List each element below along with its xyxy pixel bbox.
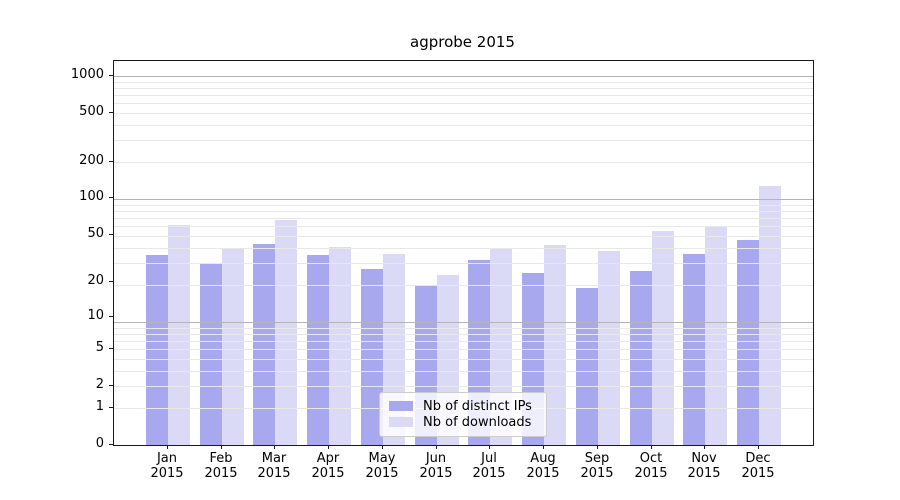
- x-tick-label-mar: Mar 2015: [242, 451, 306, 481]
- x-tick-mark: [543, 445, 544, 449]
- y-tick-mark: [109, 385, 113, 386]
- legend-label-downloads: Nb of downloads: [423, 414, 532, 430]
- bar-ips-dec: [737, 240, 759, 445]
- x-tick-year: 2015: [472, 466, 506, 481]
- bar-downloads-sep: [598, 251, 620, 445]
- y-tick-label-2: 2: [95, 377, 104, 392]
- y-tick-mark: [109, 348, 113, 349]
- x-tick-year: 2015: [365, 466, 399, 481]
- y-tick-label-0: 0: [95, 436, 104, 451]
- x-tick-year: 2015: [687, 466, 721, 481]
- plot-area: [113, 60, 814, 446]
- bar-ips-jan: [146, 255, 168, 445]
- x-tick-year: 2015: [150, 466, 184, 481]
- x-tick-mark: [436, 445, 437, 449]
- x-tick-month: Dec: [745, 451, 771, 466]
- y-tick-label-1000: 1000: [70, 67, 104, 82]
- x-tick-mark: [758, 445, 759, 449]
- x-tick-month: Aug: [530, 451, 556, 466]
- y-tick-mark: [109, 234, 113, 235]
- y-tick-mark: [109, 161, 113, 162]
- x-tick-year: 2015: [419, 466, 453, 481]
- x-tick-label-jul: Jul 2015: [457, 451, 521, 481]
- x-tick-label-dec: Dec 2015: [726, 451, 790, 481]
- x-tick-label-sep: Sep 2015: [565, 451, 629, 481]
- x-tick-year: 2015: [526, 466, 560, 481]
- bar-downloads-nov: [705, 226, 727, 445]
- x-tick-mark: [597, 445, 598, 449]
- x-tick-label-feb: Feb 2015: [189, 451, 253, 481]
- x-tick-mark: [651, 445, 652, 449]
- y-tick-mark: [109, 444, 113, 445]
- x-tick-label-may: May 2015: [350, 451, 414, 481]
- x-tick-year: 2015: [204, 466, 238, 481]
- bar-ips-oct: [630, 271, 652, 445]
- x-tick-month: Mar: [261, 451, 287, 466]
- legend-swatch-distinct-ips: [389, 401, 413, 411]
- x-tick-year: 2015: [580, 466, 614, 481]
- x-tick-year: 2015: [311, 466, 345, 481]
- bar-downloads-mar: [275, 220, 297, 445]
- x-tick-month: Jan: [156, 451, 178, 466]
- bar-ips-apr: [307, 255, 329, 445]
- x-tick-month: Feb: [209, 451, 233, 466]
- y-tick-mark: [109, 316, 113, 317]
- x-tick-year: 2015: [741, 466, 775, 481]
- bar-ips-feb: [200, 263, 222, 445]
- bar-ips-sep: [576, 288, 598, 445]
- bar-ips-mar: [253, 244, 275, 445]
- x-tick-year: 2015: [257, 466, 291, 481]
- y-tick-mark: [109, 197, 113, 198]
- x-tick-mark: [167, 445, 168, 449]
- bar-ips-may: [361, 269, 383, 445]
- x-tick-label-apr: Apr 2015: [296, 451, 360, 481]
- bar-downloads-dec: [759, 186, 781, 445]
- x-tick-month: May: [368, 451, 396, 466]
- legend-entry-downloads: Nb of downloads: [389, 414, 538, 430]
- x-tick-mark: [328, 445, 329, 449]
- x-tick-month: Nov: [691, 451, 717, 466]
- x-tick-month: Jun: [425, 451, 447, 466]
- x-tick-year: 2015: [634, 466, 668, 481]
- legend: Nb of distinct IPs Nb of downloads: [379, 392, 547, 437]
- y-tick-label-5: 5: [95, 340, 104, 355]
- chart-title: agprobe 2015: [410, 33, 515, 51]
- legend-label-distinct-ips: Nb of distinct IPs: [423, 398, 532, 414]
- bar-ips-nov: [683, 254, 705, 445]
- y-tick-label-50: 50: [87, 226, 104, 241]
- legend-swatch-downloads: [389, 417, 413, 427]
- x-tick-label-oct: Oct 2015: [619, 451, 683, 481]
- legend-entry-distinct-ips: Nb of distinct IPs: [389, 398, 538, 414]
- y-tick-label-20: 20: [87, 273, 104, 288]
- y-tick-mark: [109, 112, 113, 113]
- bar-downloads-oct: [652, 231, 674, 445]
- y-tick-mark: [109, 407, 113, 408]
- x-tick-month: Jul: [481, 451, 497, 466]
- bar-downloads-aug: [544, 245, 566, 445]
- x-tick-label-jan: Jan 2015: [135, 451, 199, 481]
- x-tick-label-jun: Jun 2015: [404, 451, 468, 481]
- y-tick-label-200: 200: [79, 153, 104, 168]
- bars-layer: [114, 61, 813, 445]
- y-tick-label-500: 500: [79, 104, 104, 119]
- y-tick-mark: [109, 75, 113, 76]
- x-tick-month: Apr: [316, 451, 340, 466]
- x-tick-mark: [382, 445, 383, 449]
- x-tick-mark: [704, 445, 705, 449]
- y-tick-label-10: 10: [87, 308, 104, 323]
- x-tick-mark: [489, 445, 490, 449]
- bar-downloads-jan: [168, 225, 190, 445]
- bar-downloads-apr: [329, 247, 351, 445]
- x-tick-label-aug: Aug 2015: [511, 451, 575, 481]
- x-tick-mark: [221, 445, 222, 449]
- x-tick-month: Oct: [639, 451, 663, 466]
- x-tick-mark: [274, 445, 275, 449]
- bar-downloads-feb: [222, 249, 244, 445]
- x-tick-label-nov: Nov 2015: [672, 451, 736, 481]
- y-tick-mark: [109, 281, 113, 282]
- y-tick-label-1: 1: [95, 399, 104, 414]
- y-tick-label-100: 100: [79, 189, 104, 204]
- x-tick-month: Sep: [584, 451, 610, 466]
